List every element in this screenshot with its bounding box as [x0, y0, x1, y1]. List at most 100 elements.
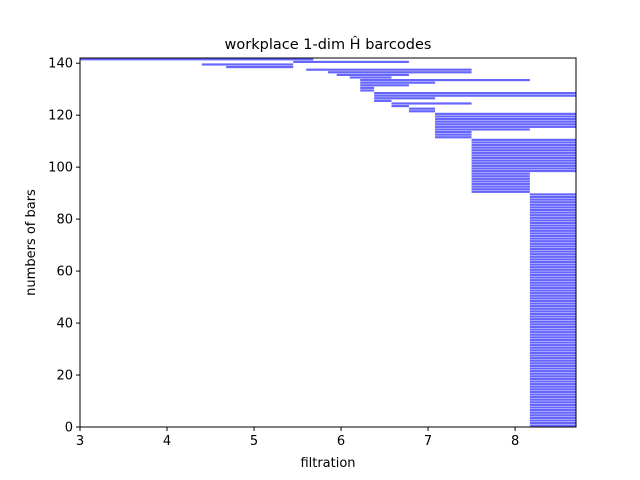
barcode-bar [374, 97, 436, 100]
barcode-bar [435, 123, 576, 126]
barcode-bar [529, 286, 576, 290]
barcode-bar [374, 94, 576, 97]
barcode-bar [471, 151, 576, 154]
barcode-bar [529, 336, 576, 339]
y-tick-label: 0 [65, 421, 73, 436]
barcode-bar [529, 297, 576, 300]
barcode-bar [529, 214, 576, 217]
barcode-bar [435, 117, 576, 121]
barcode-bar [529, 294, 576, 297]
barcode-bar [471, 156, 576, 160]
barcode-bar [529, 195, 576, 199]
barcode-bar [471, 180, 530, 183]
barcode-bar [306, 68, 472, 71]
barcode-bar [471, 141, 576, 144]
barcode-bar [529, 284, 576, 287]
barcode-bar [529, 305, 576, 308]
barcode-bar [471, 188, 530, 191]
barcode-bar [529, 346, 576, 349]
barcode-bar [529, 409, 576, 412]
barcode-bar [529, 268, 576, 271]
y-axis-label: numbers of bars [24, 189, 39, 296]
bars-group [80, 58, 576, 427]
barcode-bar [529, 406, 576, 409]
barcode-bar [471, 138, 576, 141]
x-tick-label: 3 [76, 434, 84, 449]
barcode-bar [529, 229, 576, 232]
chart-title: workplace 1-dim Ĥ barcodes [225, 35, 432, 53]
barcode-bar [336, 73, 409, 76]
barcode-bar [391, 104, 409, 108]
barcode-bar [529, 338, 576, 342]
barcode-bar [529, 320, 576, 323]
barcode-bar [529, 398, 576, 401]
barcode-bar [529, 390, 576, 394]
barcode-bar [529, 273, 576, 277]
barcode-bar [529, 388, 576, 391]
barcode-bar [529, 255, 576, 258]
barcode-bar [529, 318, 576, 321]
barcode-bar [529, 289, 576, 292]
barcode-bar [529, 258, 576, 261]
barcode-bar [529, 260, 576, 264]
barcode-bar [529, 411, 576, 414]
barcode-bar [529, 232, 576, 235]
barcode-bar [471, 164, 576, 167]
barcode-bar [471, 182, 530, 186]
barcode-bar [529, 375, 576, 378]
barcode-bar [471, 177, 530, 180]
barcode-bar [529, 331, 576, 334]
barcode-bar [529, 247, 576, 251]
barcode-bar [529, 198, 576, 201]
barcode-bar [529, 219, 576, 222]
barcode-bar [529, 234, 576, 238]
barcode-bar [529, 266, 576, 269]
x-axis-label: filtration [300, 456, 355, 471]
barcode-bar [374, 99, 392, 102]
barcode-bar [529, 401, 576, 404]
y-tick-label: 40 [56, 317, 73, 332]
barcode-bar [529, 414, 576, 417]
barcode-bar [529, 307, 576, 310]
barcode-bar [529, 359, 576, 362]
x-tick-label: 8 [511, 434, 519, 449]
barcode-bar [529, 422, 576, 425]
barcode-bar [529, 315, 576, 318]
barcode-bar [529, 206, 576, 209]
plot-frame [79, 57, 577, 428]
barcode-bar [471, 146, 576, 149]
barcode-bar [529, 424, 576, 427]
barcode-bar [471, 159, 576, 162]
x-tick-label: 5 [250, 434, 258, 449]
barcode-bar [391, 102, 472, 105]
barcode-bar [529, 224, 576, 227]
barcode-bar [529, 227, 576, 230]
barcode-bar [529, 263, 576, 266]
barcode-bar [360, 79, 530, 82]
barcode-bar [529, 221, 576, 225]
barcode-bar [529, 351, 576, 355]
barcode-bar [435, 130, 472, 134]
barcode-bar [529, 370, 576, 373]
barcode-bar [529, 333, 576, 336]
barcode-bar [529, 344, 576, 347]
barcode-bar [529, 211, 576, 214]
barcode-bar [471, 175, 530, 178]
barcode-bar [529, 201, 576, 204]
barcode-bar [529, 328, 576, 331]
barcode-bar [529, 245, 576, 248]
x-tick-label: 7 [424, 434, 432, 449]
barcode-bar [471, 167, 576, 170]
y-axis-ticks: 0 20 40 60 80 100 120 140 [48, 57, 80, 436]
barcode-bar [328, 71, 472, 74]
barcode-bar [529, 357, 576, 360]
barcode-bar [529, 362, 576, 365]
barcode-bar [435, 115, 576, 118]
barcode-bar [529, 299, 576, 303]
barcode-bar [529, 203, 576, 206]
barcode-bar [471, 169, 576, 173]
barcode-bar [529, 385, 576, 388]
barcode-bar [349, 76, 392, 79]
barcode-bar [529, 242, 576, 245]
